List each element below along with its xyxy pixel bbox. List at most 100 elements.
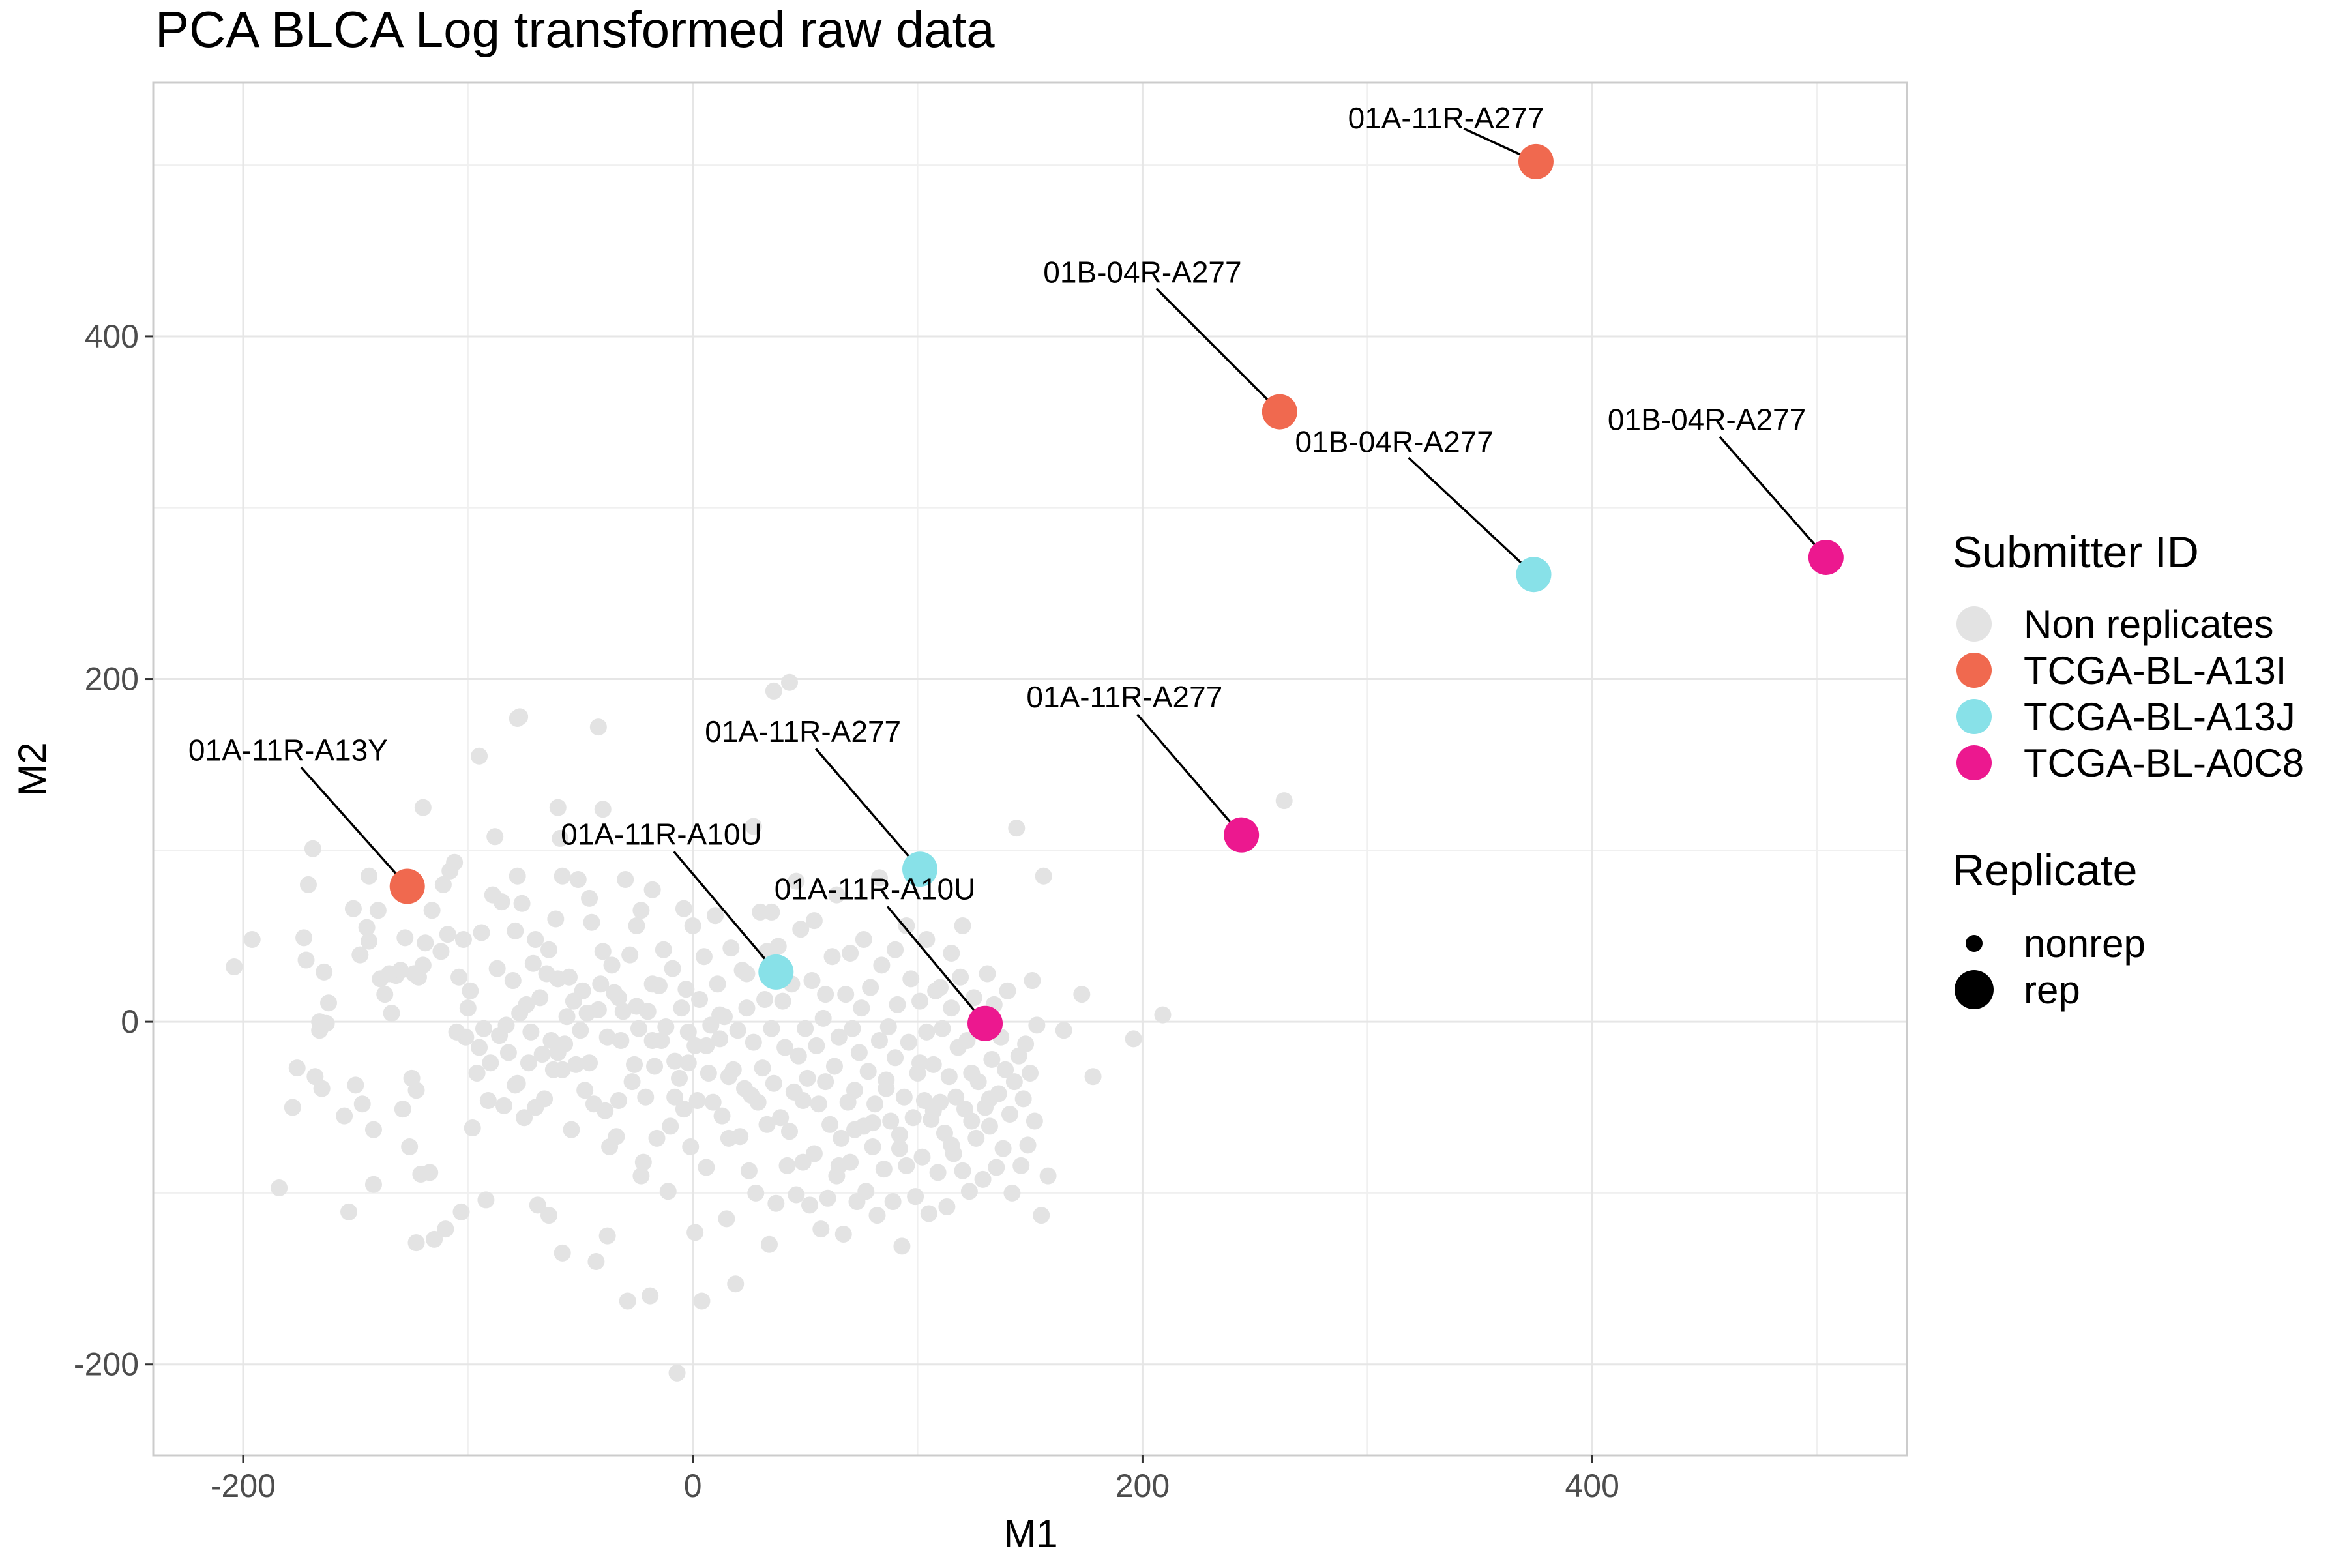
- legend-key-replicate: [1966, 935, 1983, 952]
- data-point-nonrep: [439, 926, 456, 943]
- data-point-nonrep: [868, 1207, 886, 1224]
- data-point-nonrep: [421, 1164, 439, 1181]
- data-point-nonrep: [671, 1069, 688, 1087]
- data-point-nonrep: [763, 903, 780, 921]
- data-point-nonrep: [765, 1074, 782, 1092]
- x-tick-label: 0: [684, 1468, 702, 1504]
- legend-label-submitter: Non replicates: [2024, 602, 2274, 646]
- data-point-nonrep: [581, 889, 598, 907]
- data-point-nonrep: [828, 886, 846, 904]
- data-point-nonrep: [482, 1054, 499, 1072]
- data-point-rep: [967, 1005, 1003, 1041]
- data-point-nonrep: [499, 1044, 517, 1061]
- data-point-nonrep: [295, 929, 313, 947]
- data-point-nonrep: [677, 981, 695, 998]
- data-point-nonrep: [632, 1167, 650, 1185]
- point-label: 01A-11R-A277: [705, 715, 901, 748]
- data-point-nonrep: [673, 999, 690, 1017]
- data-point-nonrep: [797, 1020, 814, 1037]
- data-point-nonrep: [614, 1003, 632, 1020]
- data-point-nonrep: [610, 989, 627, 1007]
- data-point-nonrep: [960, 1183, 978, 1200]
- data-point-nonrep: [572, 1022, 589, 1039]
- legend-label-submitter: TCGA-BL-A13I: [2024, 649, 2286, 692]
- data-point-nonrep: [913, 1148, 931, 1166]
- data-point-nonrep: [524, 954, 542, 972]
- data-point-nonrep: [965, 989, 982, 1007]
- data-point-nonrep: [347, 1076, 364, 1094]
- data-point-nonrep: [626, 1056, 643, 1073]
- data-point-nonrep: [904, 1109, 922, 1127]
- data-point-nonrep: [527, 930, 544, 948]
- data-point-nonrep: [668, 1364, 686, 1382]
- data-point-nonrep: [679, 1023, 697, 1041]
- data-point-nonrep: [1033, 1207, 1050, 1224]
- data-point-nonrep: [727, 1275, 745, 1293]
- data-point-nonrep: [918, 930, 936, 948]
- label-leader-line: [673, 851, 777, 973]
- data-point-nonrep: [911, 1054, 929, 1072]
- data-point-nonrep: [1019, 1136, 1037, 1154]
- data-point-nonrep: [459, 999, 477, 1017]
- data-point-nonrep: [597, 1102, 614, 1119]
- data-point-nonrep: [1026, 1112, 1043, 1130]
- data-point-nonrep: [659, 1183, 677, 1200]
- data-point-nonrep: [558, 1008, 576, 1026]
- data-point-nonrep: [929, 1164, 947, 1181]
- data-point-nonrep: [788, 872, 805, 890]
- data-point-nonrep: [846, 1082, 863, 1099]
- data-point-nonrep: [776, 1039, 794, 1056]
- y-axis-title: M2: [10, 742, 54, 796]
- data-point-nonrep: [833, 1129, 850, 1147]
- data-point-nonrep: [707, 907, 724, 925]
- data-point-nonrep: [891, 1140, 908, 1157]
- data-point-nonrep: [320, 994, 337, 1012]
- y-tick-label: -200: [74, 1346, 139, 1383]
- data-point-nonrep: [450, 968, 468, 986]
- data-point-nonrep: [533, 1046, 551, 1063]
- data-point-nonrep: [940, 1068, 958, 1086]
- data-point-nonrep: [488, 960, 506, 977]
- data-point-nonrep: [531, 989, 549, 1007]
- data-point-nonrep: [468, 1064, 486, 1082]
- point-label: 01B-04R-A277: [1295, 425, 1494, 459]
- data-point-nonrep: [581, 1054, 598, 1072]
- data-point-nonrep: [628, 917, 645, 934]
- label-leader-line: [1408, 456, 1535, 576]
- data-point-nonrep: [844, 1020, 861, 1037]
- data-point-nonrep: [808, 1037, 825, 1054]
- data-point-nonrep: [434, 876, 452, 893]
- data-point-nonrep: [643, 1032, 661, 1050]
- data-point-nonrep: [738, 999, 756, 1017]
- data-point-nonrep: [911, 992, 929, 1010]
- data-point-nonrep: [497, 1016, 515, 1034]
- data-point-nonrep: [407, 1082, 425, 1099]
- data-point-nonrep: [401, 1138, 419, 1155]
- data-point-nonrep: [731, 1128, 749, 1146]
- data-point-nonrep: [369, 902, 387, 919]
- data-point-nonrep: [554, 1244, 571, 1262]
- data-point-nonrep: [722, 939, 740, 957]
- data-point-nonrep: [511, 708, 529, 726]
- legend-label-replicate: rep: [2024, 968, 2080, 1012]
- data-point-nonrep: [943, 945, 960, 962]
- plot-area: 01A-11R-A277 01B-04R-A277 01A-11R-A13Y 01B-…: [152, 81, 1908, 1457]
- data-point-nonrep: [623, 1073, 641, 1091]
- data-point-nonrep: [756, 990, 774, 1008]
- data-point-nonrep: [698, 1159, 715, 1176]
- label-leader-line: [1155, 288, 1281, 413]
- data-point-nonrep: [603, 956, 621, 974]
- data-point-rep: [1262, 394, 1297, 430]
- data-point-nonrep: [271, 1179, 288, 1197]
- data-point-nonrep: [569, 871, 587, 889]
- data-point-nonrep: [709, 975, 726, 993]
- data-point-nonrep: [299, 876, 317, 893]
- data-point-nonrep: [664, 960, 681, 977]
- data-point-nonrep: [567, 1056, 585, 1073]
- data-point-nonrep: [981, 1090, 998, 1108]
- data-point-nonrep: [598, 1028, 616, 1046]
- data-point-nonrep: [700, 1064, 717, 1082]
- data-point-rep: [758, 954, 794, 990]
- data-point-nonrep: [801, 1196, 819, 1214]
